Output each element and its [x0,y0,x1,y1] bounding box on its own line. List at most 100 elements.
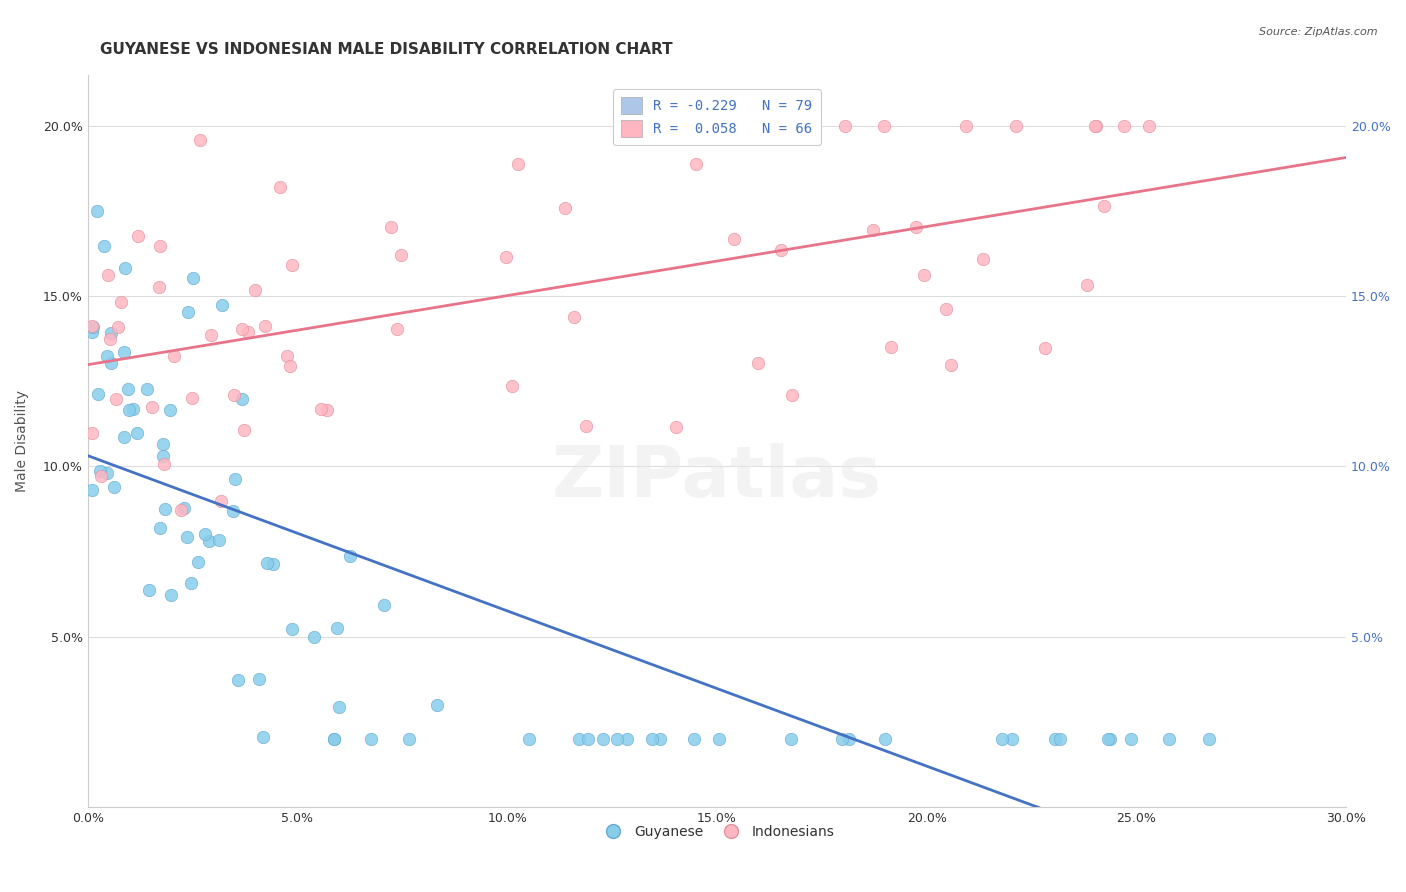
Point [125,425,148,440]
Point [136,382,159,396]
Point [1114,119,1136,133]
Point [112,344,135,359]
Point [245,283,267,297]
Point [1119,731,1142,746]
Point [152,436,174,450]
Point [665,420,688,434]
Point [862,223,884,237]
Point [100,326,122,340]
Legend: Guyanese, Indonesians: Guyanese, Indonesians [593,819,841,844]
Point [360,731,382,746]
Point [873,119,896,133]
Point [211,297,233,311]
Point [747,356,769,370]
Point [302,631,325,645]
Point [1092,199,1115,213]
Point [648,731,671,746]
Point [194,527,217,541]
Point [114,260,136,275]
Point [575,419,598,434]
Point [176,530,198,544]
Point [269,179,291,194]
Point [1076,278,1098,293]
Point [208,533,231,548]
Point [385,322,408,336]
Point [564,310,586,324]
Point [96,349,118,363]
Point [187,555,209,569]
Point [198,533,221,548]
Point [209,493,232,508]
Point [1198,731,1220,746]
Point [315,403,337,417]
Point [426,698,449,713]
Point [1097,731,1119,746]
Point [152,450,174,464]
Point [278,359,301,373]
Point [149,521,172,535]
Point [495,250,517,264]
Point [834,119,856,133]
Point [82,320,104,334]
Point [221,504,243,518]
Point [90,469,112,483]
Point [1137,119,1160,133]
Point [153,502,176,516]
Point [939,359,962,373]
Point [905,220,928,235]
Point [141,400,163,414]
Point [641,731,664,746]
Point [163,349,186,363]
Point [373,598,395,612]
Text: Source: ZipAtlas.com: Source: ZipAtlas.com [1260,27,1378,37]
Point [252,730,274,744]
Point [224,472,246,486]
Point [105,392,128,406]
Point [322,731,344,746]
Point [86,203,108,218]
Point [972,252,994,266]
Text: ZIPatlas: ZIPatlas [553,443,882,512]
Point [177,305,200,319]
Point [389,248,412,262]
Point [323,731,346,746]
Point [650,120,672,134]
Point [98,332,121,346]
Point [110,295,132,310]
Point [309,402,332,417]
Point [576,731,599,746]
Point [148,280,170,294]
Point [231,322,253,336]
Point [97,268,120,282]
Point [80,425,103,440]
Point [785,119,807,133]
Point [1098,731,1121,746]
Point [276,349,298,363]
Point [188,133,211,147]
Point [831,731,853,746]
Point [153,457,176,471]
Point [506,157,529,171]
Point [254,319,277,334]
Point [180,576,202,591]
Point [616,731,638,746]
Point [1033,342,1056,356]
Point [380,219,402,234]
Point [93,239,115,253]
Point [328,700,350,714]
Point [233,424,256,438]
Point [339,549,361,564]
Point [256,556,278,570]
Point [86,387,108,401]
Point [107,319,129,334]
Point [236,325,259,339]
Point [880,340,903,354]
Point [281,258,304,272]
Point [1001,731,1024,746]
Point [1083,119,1105,133]
Point [326,621,349,635]
Point [173,500,195,515]
Point [118,402,141,417]
Point [280,622,302,636]
Point [169,503,191,517]
